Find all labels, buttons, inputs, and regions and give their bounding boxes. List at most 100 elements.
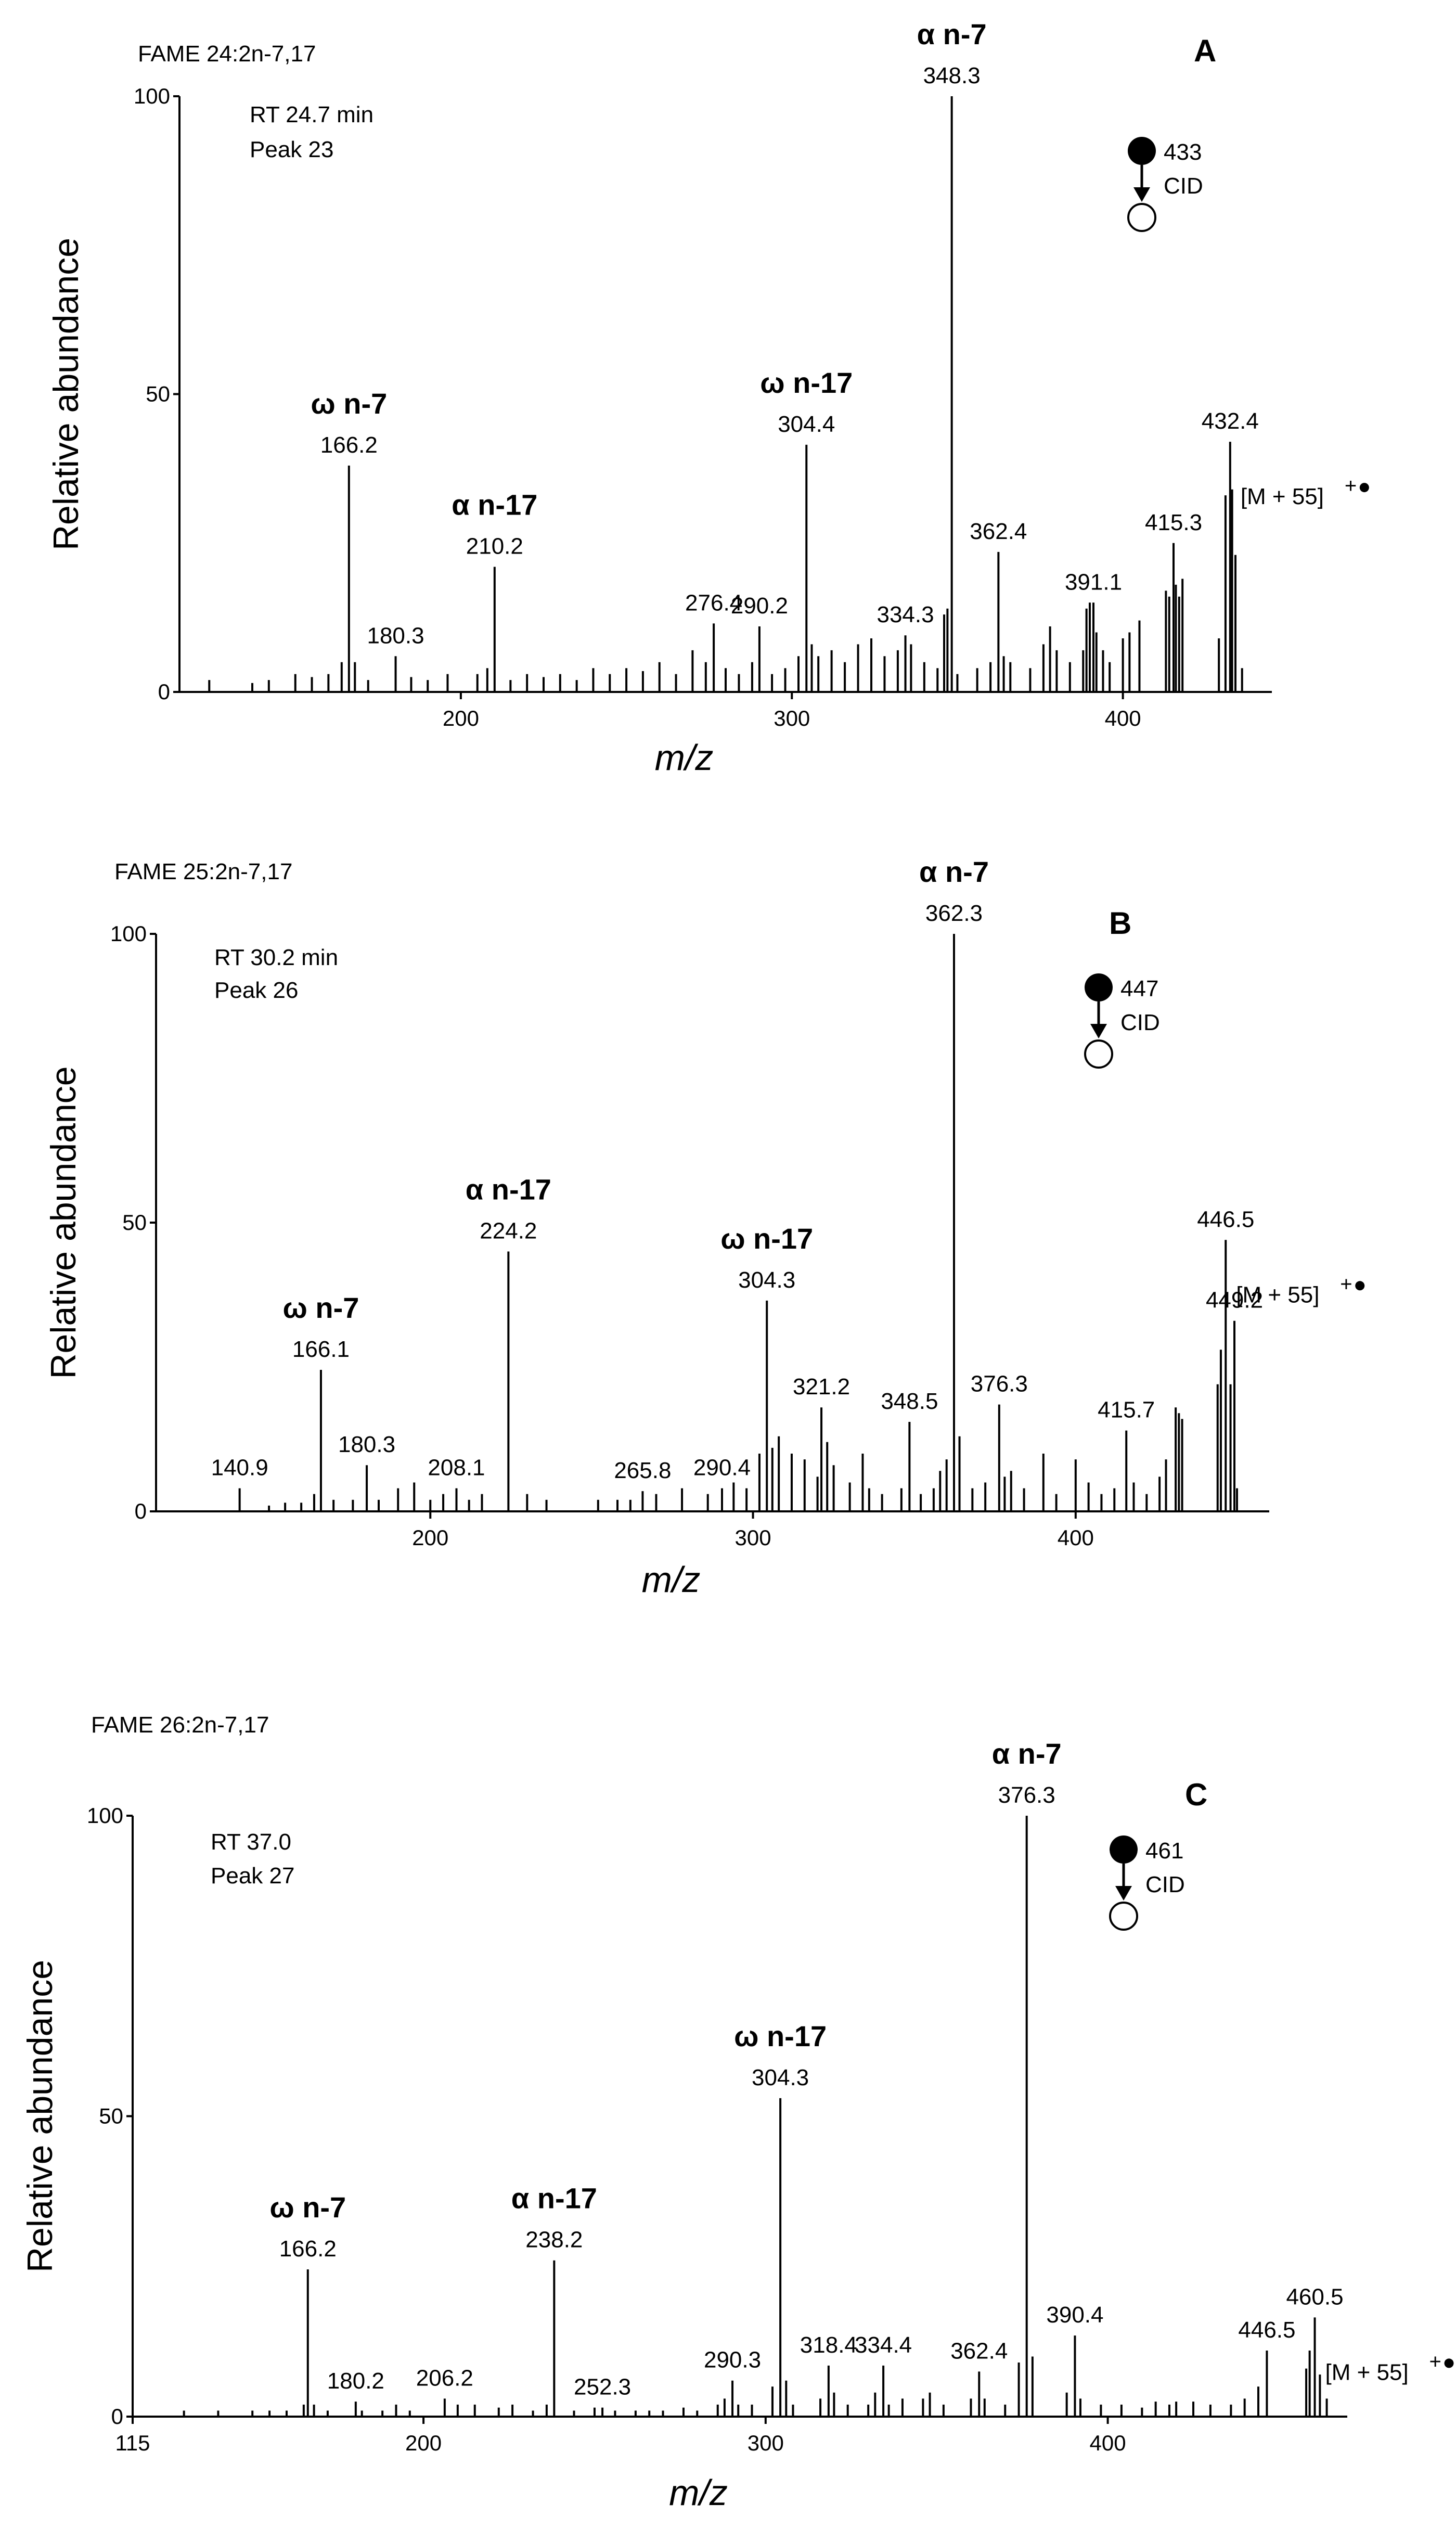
compound-title: FAME 24:2n-7,17 — [138, 41, 316, 67]
fragment-annotation: ω n-17 — [720, 1222, 813, 1255]
x-tick-label: 300 — [735, 1525, 771, 1550]
peak-label: 290.4 — [693, 1455, 751, 1481]
panel-letter: A — [1194, 33, 1216, 68]
y-tick-label: 100 — [110, 921, 147, 946]
panel-letter: B — [1109, 906, 1131, 941]
peak-label: 180.3 — [338, 1432, 395, 1457]
peak-label: 166.2 — [279, 2236, 337, 2262]
molecular-ion-charge: + — [1429, 2350, 1441, 2373]
peak-label: 446.5 — [1238, 2317, 1295, 2343]
peak-label: 376.3 — [971, 1371, 1028, 1397]
fragment-annotation: α n-7 — [992, 1737, 1062, 1770]
cid-label: CID — [1120, 1010, 1160, 1035]
peak-label: 265.8 — [614, 1458, 671, 1483]
peak-label: 252.3 — [574, 2374, 631, 2400]
radical-dot-icon — [1355, 1281, 1365, 1291]
peak-label: 166.2 — [320, 432, 378, 458]
y-tick-label: 0 — [158, 679, 170, 704]
retention-time: RT 24.7 min — [250, 102, 373, 127]
peak-label: 321.2 — [793, 1374, 850, 1400]
cid-arrowhead-icon — [1133, 187, 1150, 202]
y-tick-label: 50 — [146, 382, 170, 406]
y-tick-label: 50 — [122, 1210, 147, 1235]
fragment-annotation: ω n-7 — [283, 1291, 359, 1324]
molecular-ion-label: [M + 55] — [1325, 2359, 1409, 2385]
x-tick-label: 200 — [405, 2431, 442, 2455]
peak-label: 432.4 — [1202, 408, 1259, 434]
peak-label: 180.2 — [327, 2368, 384, 2394]
panel-a: 0 50 100 200 300 400 Relative abundance m/z FAME… — [46, 18, 1369, 778]
peak-label: 449.2 — [1206, 1288, 1263, 1313]
panel-b: 0 50 100 200 300 400 Relative abundance m/z FAME… — [44, 855, 1365, 1600]
peak-label: 415.3 — [1145, 510, 1202, 535]
y-tick-label: 100 — [87, 1803, 123, 1828]
peak-label: 348.3 — [923, 63, 981, 88]
precursor-mz: 433 — [1164, 139, 1202, 165]
x-tick-label: 400 — [1058, 1525, 1094, 1550]
compound-title: FAME 26:2n-7,17 — [91, 1712, 269, 1738]
x-axis-label: m/z — [669, 2472, 728, 2513]
peak-label: 180.3 — [367, 623, 424, 648]
product-ion-icon — [1109, 1902, 1138, 1931]
peak-label: 391.1 — [1065, 569, 1122, 595]
peak-label: 238.2 — [525, 2227, 583, 2253]
x-axis-label: m/z — [642, 1559, 701, 1600]
fragment-annotation: ω n-17 — [760, 366, 853, 399]
peak-label: 376.3 — [998, 1782, 1055, 1808]
peak-label: 304.3 — [738, 1267, 795, 1293]
panel-letter: C — [1185, 1777, 1207, 1812]
peak-label: 446.5 — [1197, 1206, 1254, 1232]
peak-label: 460.5 — [1286, 2284, 1343, 2309]
peak-label: 390.4 — [1046, 2302, 1103, 2328]
molecular-ion-charge: + — [1340, 1273, 1352, 1295]
y-tick-label: 50 — [99, 2104, 123, 2128]
peak-label: 290.3 — [704, 2347, 761, 2373]
precursor-ion-icon — [1128, 137, 1156, 165]
radical-dot-icon — [1359, 483, 1369, 493]
y-axis-label: Relative abundance — [20, 1960, 60, 2273]
peak-label: 348.5 — [881, 1389, 938, 1414]
fragment-annotation: ω n-17 — [734, 2020, 827, 2052]
peak-label: 362.3 — [925, 901, 983, 926]
x-tick-label: 200 — [443, 706, 479, 730]
product-ion-icon — [1084, 1039, 1113, 1069]
x-tick-label: 400 — [1105, 706, 1141, 730]
peak-number: Peak 23 — [250, 137, 333, 162]
peak-label: 208.1 — [428, 1455, 485, 1481]
peak-label: 206.2 — [416, 2365, 473, 2391]
fragment-annotation: α n-17 — [452, 489, 537, 521]
peak-label: 276.4 — [685, 590, 742, 615]
peak-label: 304.3 — [752, 2065, 809, 2090]
fragment-annotation: α n-7 — [917, 18, 987, 50]
x-axis-label: m/z — [655, 737, 714, 778]
fragment-annotation: α n-17 — [511, 2182, 597, 2215]
peak-label: 290.2 — [731, 593, 788, 619]
y-axis-label: Relative abundance — [46, 238, 86, 550]
peak-label: 362.4 — [970, 519, 1027, 544]
product-ion-icon — [1127, 203, 1156, 232]
peak-label: 318.4 — [800, 2332, 857, 2358]
peak-label: 362.4 — [950, 2338, 1008, 2364]
y-tick-label: 0 — [135, 1499, 147, 1523]
fragment-annotation: α n-7 — [919, 855, 989, 888]
x-tick-label: 200 — [412, 1525, 448, 1550]
peak-label: 224.2 — [480, 1218, 537, 1244]
precursor-ion-icon — [1085, 973, 1113, 1002]
radical-dot-icon — [1444, 2358, 1454, 2368]
retention-time: RT 37.0 — [211, 1829, 291, 1855]
x-tick-label: 300 — [748, 2431, 784, 2455]
peak-number: Peak 27 — [211, 1863, 294, 1889]
peak-label: 304.4 — [778, 412, 835, 437]
y-tick-label: 100 — [134, 84, 170, 108]
cid-label: CID — [1164, 173, 1203, 199]
x-tick-label: 400 — [1090, 2431, 1126, 2455]
x-tick-label: 300 — [774, 706, 810, 730]
peak-label: 334.3 — [877, 602, 934, 627]
precursor-mz: 461 — [1145, 1838, 1183, 1864]
cid-arrowhead-icon — [1115, 1886, 1132, 1901]
compound-title: FAME 25:2n-7,17 — [114, 859, 292, 884]
panel-c: 0 50 100 115 200 300 400 Relative abundance m/z F… — [20, 1712, 1454, 2513]
cid-label: CID — [1145, 1872, 1185, 1897]
peak-number: Peak 26 — [214, 978, 298, 1003]
